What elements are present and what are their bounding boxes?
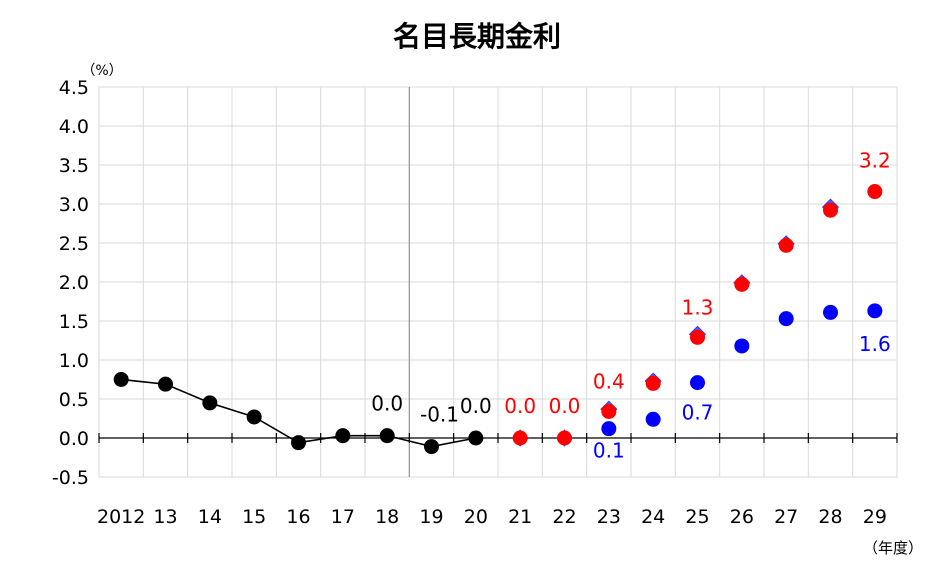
- y-axis-ticks: -0.5 0.0 0.5 1.0 1.5 2.0 2.5 3.0 3.5 4.0 4.5: [52, 77, 89, 489]
- x-tick-label: 2012: [97, 506, 145, 528]
- y-tick-label: -0.5: [52, 467, 89, 489]
- data-label: -0.1: [420, 403, 459, 427]
- x-tick-label: 27: [774, 506, 798, 528]
- actual-data-point: [468, 430, 484, 446]
- x-tick-label: 23: [597, 506, 621, 528]
- high-growth-data-point: [690, 329, 705, 345]
- x-tick-label: 14: [198, 506, 222, 528]
- x-tick-label: 18: [375, 506, 399, 528]
- y-tick-label: 1.0: [59, 350, 89, 372]
- actual-data-point: [379, 428, 395, 444]
- series-layer: [113, 184, 883, 455]
- high-growth-data-point: [867, 184, 883, 200]
- actual-data-point: [202, 395, 218, 411]
- y-tick-label: 0.5: [59, 389, 89, 411]
- x-tick-label: 13: [153, 506, 177, 528]
- actual-data-point: [291, 435, 306, 451]
- x-tick-label: 20: [464, 506, 488, 528]
- high-growth-data-point: [601, 403, 617, 419]
- y-tick-label: 2.5: [59, 233, 89, 255]
- x-tick-label: 26: [730, 506, 754, 528]
- data-label: 0.0: [504, 394, 536, 418]
- y-tick-label: 0.0: [59, 428, 89, 450]
- baseline-data-point: [867, 303, 883, 319]
- y-axis-unit-label: （%）: [81, 63, 122, 79]
- high-growth-data-point: [778, 237, 794, 253]
- actual-data-point: [424, 439, 439, 455]
- x-tick-label: 29: [863, 506, 887, 528]
- baseline-data-point: [778, 311, 794, 327]
- chart-title: 名目長期金利: [393, 20, 561, 53]
- data-label: 0.0: [460, 394, 492, 418]
- data-label: 0.4: [593, 369, 625, 393]
- x-tick-label: 19: [419, 506, 443, 528]
- data-label: 0.1: [593, 439, 625, 463]
- y-tick-label: 1.5: [59, 311, 89, 333]
- actual-data-point: [246, 409, 262, 425]
- y-tick-label: 2.0: [59, 272, 89, 294]
- high-growth-data-point: [823, 202, 838, 218]
- data-label: 0.0: [549, 394, 581, 418]
- baseline-data-point: [823, 304, 838, 320]
- x-tick-label: 17: [331, 506, 355, 528]
- data-label: 0.7: [682, 401, 714, 425]
- baseline-data-point: [645, 411, 661, 427]
- x-tick-label: 24: [641, 506, 665, 528]
- actual-data-point: [335, 428, 351, 444]
- y-tick-label: 3.0: [59, 194, 89, 216]
- high-growth-data-point: [512, 430, 528, 446]
- high-growth-data-point: [645, 375, 661, 391]
- grid-lines: [98, 86, 898, 478]
- high-growth-data-point: [557, 430, 572, 446]
- x-tick-label: 21: [508, 506, 532, 528]
- x-axis-ticks: 2012 13 14 15 16 17 18 19 20 21 22 23 24 25 26 27 28 29: [97, 506, 887, 528]
- baseline-data-point: [690, 375, 705, 391]
- data-label: 1.3: [682, 295, 714, 319]
- actual-data-point: [158, 376, 173, 392]
- x-tick-label: 25: [685, 506, 709, 528]
- y-tick-label: 3.5: [59, 155, 89, 177]
- actual-data-point: [113, 372, 129, 387]
- x-axis-unit-label: （年度）: [863, 539, 923, 557]
- data-label: 0.0: [371, 392, 403, 416]
- x-tick-label: 16: [286, 506, 310, 528]
- data-labels: 0.0 -0.1 0.0 0.0 0.00.40.10.71.33.21.6: [371, 149, 890, 463]
- axes: [98, 433, 898, 443]
- x-tick-label: 22: [552, 506, 576, 528]
- x-tick-label: 28: [818, 506, 842, 528]
- data-label: 1.6: [859, 332, 891, 356]
- y-tick-label: 4.5: [59, 77, 89, 99]
- data-label: 3.2: [859, 149, 891, 173]
- y-tick-label: 4.0: [59, 116, 89, 138]
- x-tick-label: 15: [242, 506, 266, 528]
- baseline-data-point: [601, 421, 617, 437]
- baseline-data-point: [734, 338, 750, 354]
- high-growth-data-point: [734, 276, 750, 292]
